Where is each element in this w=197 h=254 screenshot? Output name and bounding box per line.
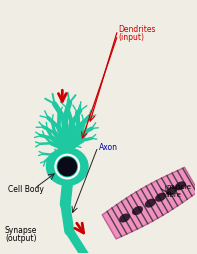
Polygon shape <box>102 168 197 239</box>
Text: Axon: Axon <box>99 143 118 152</box>
Ellipse shape <box>145 199 156 208</box>
Text: (output): (output) <box>5 233 36 242</box>
Ellipse shape <box>166 186 177 196</box>
Text: Cell Body: Cell Body <box>8 184 44 193</box>
Text: Synapse: Synapse <box>5 226 37 234</box>
Text: Dendrites: Dendrites <box>119 24 156 34</box>
Ellipse shape <box>119 214 130 223</box>
Circle shape <box>57 157 77 177</box>
Text: muscle: muscle <box>166 184 191 189</box>
Circle shape <box>55 155 79 179</box>
Ellipse shape <box>175 182 186 190</box>
Ellipse shape <box>46 148 88 186</box>
Text: fibre: fibre <box>166 192 182 197</box>
Ellipse shape <box>132 206 143 215</box>
Ellipse shape <box>155 193 166 202</box>
Text: (input): (input) <box>119 32 145 41</box>
